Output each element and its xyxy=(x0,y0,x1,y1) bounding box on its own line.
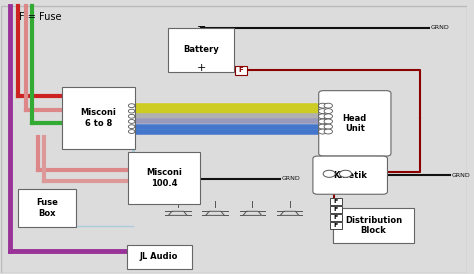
FancyBboxPatch shape xyxy=(127,245,192,269)
Circle shape xyxy=(319,129,327,134)
Circle shape xyxy=(324,124,332,129)
Text: Misconi
100.4: Misconi 100.4 xyxy=(146,168,182,188)
FancyBboxPatch shape xyxy=(319,91,391,156)
Text: F: F xyxy=(334,223,338,228)
Text: Battery: Battery xyxy=(183,45,219,54)
Circle shape xyxy=(324,119,332,124)
FancyBboxPatch shape xyxy=(333,208,414,243)
Circle shape xyxy=(324,114,332,119)
Text: F = Fuse: F = Fuse xyxy=(19,12,62,22)
Circle shape xyxy=(319,109,327,113)
Circle shape xyxy=(319,119,327,124)
Text: Head
Unit: Head Unit xyxy=(343,114,367,133)
Text: −: − xyxy=(196,22,206,32)
Circle shape xyxy=(128,125,135,129)
Text: JL Audio: JL Audio xyxy=(140,252,178,261)
Text: GRND: GRND xyxy=(281,176,300,181)
Text: Distribution
Block: Distribution Block xyxy=(345,216,402,235)
Circle shape xyxy=(324,109,332,113)
Text: F: F xyxy=(334,199,338,204)
Circle shape xyxy=(324,103,332,108)
Circle shape xyxy=(128,109,135,113)
FancyBboxPatch shape xyxy=(128,152,200,204)
Circle shape xyxy=(128,114,135,118)
FancyBboxPatch shape xyxy=(63,87,135,149)
Circle shape xyxy=(324,129,332,134)
FancyBboxPatch shape xyxy=(330,222,342,229)
Circle shape xyxy=(128,104,135,108)
Text: Kinetik: Kinetik xyxy=(333,171,367,180)
Text: F: F xyxy=(238,67,243,73)
Text: GRND: GRND xyxy=(451,173,470,178)
FancyBboxPatch shape xyxy=(330,198,342,205)
FancyBboxPatch shape xyxy=(313,156,387,194)
Circle shape xyxy=(128,130,135,133)
Circle shape xyxy=(128,119,135,123)
Text: F: F xyxy=(334,207,338,212)
Circle shape xyxy=(319,103,327,108)
Text: GRND: GRND xyxy=(430,25,449,30)
Circle shape xyxy=(323,170,335,177)
Circle shape xyxy=(319,114,327,119)
Text: Misconi
6 to 8: Misconi 6 to 8 xyxy=(81,108,117,128)
Text: F: F xyxy=(334,215,338,220)
FancyBboxPatch shape xyxy=(18,189,76,227)
Text: Fuse
Box: Fuse Box xyxy=(36,198,58,218)
FancyBboxPatch shape xyxy=(168,28,234,72)
FancyBboxPatch shape xyxy=(330,214,342,221)
FancyBboxPatch shape xyxy=(235,66,247,75)
Circle shape xyxy=(319,124,327,129)
FancyBboxPatch shape xyxy=(330,206,342,213)
Circle shape xyxy=(339,170,352,177)
Text: +: + xyxy=(196,63,206,73)
